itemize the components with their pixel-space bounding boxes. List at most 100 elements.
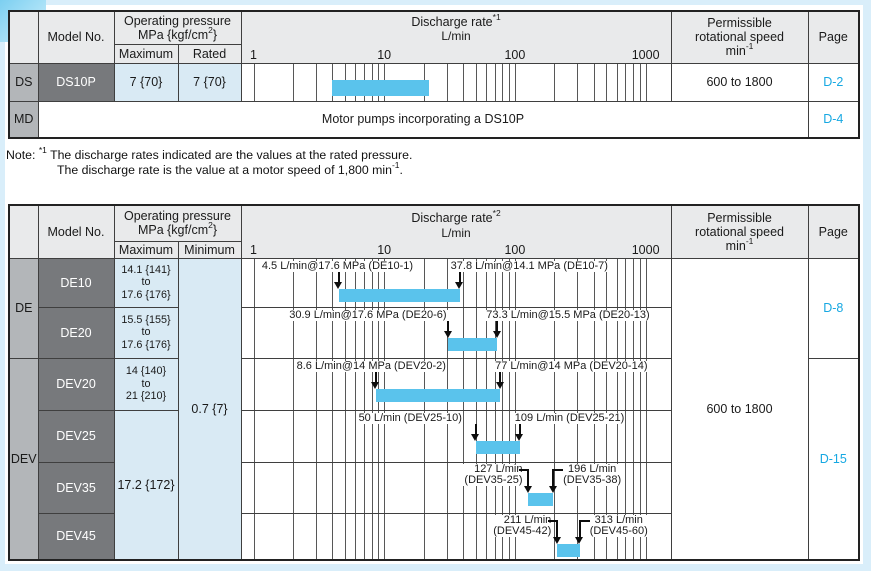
gridline (639, 411, 641, 461)
discharge-chart-cell: 127 L/min (DEV35-25) 196 L/min (DEV35-38) (240, 461, 672, 514)
gridline (514, 359, 516, 409)
gridline (423, 308, 425, 357)
arrow-stem (552, 468, 555, 486)
speed-header: Permissible rotational speed min-1 (670, 10, 809, 64)
gridline (355, 463, 357, 512)
elbow-connector (580, 519, 590, 522)
gridline (593, 411, 595, 461)
discharge-range-bar (448, 337, 498, 351)
table-row: DE DE10 14.1 {141} to 17.6 {176} 0.7 {7} 4… (8, 257, 860, 561)
annotation-label: 196 L/min (DEV35-38) (562, 462, 623, 486)
gridline (446, 411, 448, 461)
gridline (378, 259, 380, 306)
gridline (633, 64, 635, 100)
down-arrow-icon (515, 433, 524, 441)
down-arrow-icon (523, 485, 532, 493)
gridline (645, 411, 647, 461)
gridline (332, 259, 334, 306)
model-cell-dev25: DEV25 (37, 409, 115, 463)
gridline (292, 411, 294, 461)
discharge-range-chart: 30.9 L/min@17.6 MPa (DE20-6) 73.3 L/min@1… (242, 308, 670, 357)
arrow-stem (337, 271, 340, 282)
gridline (378, 514, 380, 559)
gridline (639, 308, 641, 357)
gridline (462, 64, 464, 100)
gridline (475, 463, 477, 512)
model-cell-de20: DE20 (37, 306, 115, 359)
arrow-stem (374, 371, 377, 382)
discharge-range-bar (557, 543, 580, 557)
gridline (292, 64, 294, 100)
gridline (446, 64, 448, 100)
page-header: Page (807, 10, 860, 64)
discharge-range-chart (242, 64, 670, 100)
annotation-label: 8.6 L/min@14 MPa (DEV20-2) (295, 359, 447, 372)
gridline (494, 64, 496, 100)
max-pressure-cell: 17.2 {172} (113, 409, 179, 561)
footnote-line2: The discharge rate is the value at a mot… (57, 159, 403, 177)
gridline (616, 463, 618, 512)
arrow-stem (499, 371, 502, 382)
down-arrow-icon (492, 330, 501, 338)
gridline (462, 514, 464, 559)
page-link-d15[interactable]: D-15 (807, 357, 860, 561)
gridline (344, 411, 346, 461)
gridline (371, 514, 373, 559)
arrow-stem (447, 320, 450, 331)
gridline (616, 411, 618, 461)
arrow-stem (496, 320, 499, 331)
gridline (315, 411, 317, 461)
gridline (606, 64, 608, 100)
max-pressure-cell: 7 {70} (113, 62, 179, 102)
gridline (502, 463, 504, 512)
speed-cell: 600 to 1800 (670, 62, 809, 102)
pressure-header-line1: Operating pressure (124, 13, 232, 28)
gridline (378, 411, 380, 461)
gridline (485, 64, 487, 100)
gridline (355, 259, 357, 306)
gridline (253, 64, 255, 100)
page-link-d4[interactable]: D-4 (807, 100, 860, 139)
page-link-d8[interactable]: D-8 (807, 257, 860, 359)
discharge-title: Discharge rate*2 (411, 207, 501, 225)
gridline (633, 463, 635, 512)
gridline (292, 514, 294, 559)
gridline (315, 514, 317, 559)
gridline (554, 259, 556, 306)
arrow-stem (518, 423, 521, 434)
gridline (645, 359, 647, 409)
down-arrow-icon (548, 485, 557, 493)
max-pressure-cell: 14.1 {141} to 17.6 {176} (113, 257, 179, 308)
discharge-range-chart: 8.6 L/min@14 MPa (DEV20-2) 77 L/min@14 MP… (242, 359, 670, 409)
gridline (502, 308, 504, 357)
gridline (423, 411, 425, 461)
gridline (462, 308, 464, 357)
discharge-range-bar (475, 440, 520, 454)
page-link-d2[interactable]: D-2 (807, 62, 860, 102)
maximum-header: Maximum (113, 43, 179, 64)
gridline (363, 463, 365, 512)
gridline (593, 463, 595, 512)
gridline (508, 308, 510, 357)
series-cell-md: MD (8, 100, 39, 139)
axis-tick-label: 1 (249, 242, 257, 257)
gridline (577, 308, 579, 357)
gridline (554, 308, 556, 357)
gridline (423, 463, 425, 512)
gridline (625, 259, 627, 306)
gridline (292, 359, 294, 409)
gridline (332, 463, 334, 512)
discharge-range-bar (338, 288, 460, 302)
arrow-stem (474, 423, 477, 434)
gridline (593, 308, 595, 357)
gridline (344, 308, 346, 357)
gridline (633, 259, 635, 306)
annotation-label: 109 L/min (DEV25-21) (513, 411, 626, 424)
gridline (616, 359, 618, 409)
elbow-connector (519, 468, 529, 471)
gridline (253, 514, 255, 559)
arrow-stem (578, 519, 581, 537)
log-axis-ticks: 1 10 100 1000 (242, 12, 670, 62)
gridline (355, 359, 357, 409)
gridline (606, 259, 608, 306)
